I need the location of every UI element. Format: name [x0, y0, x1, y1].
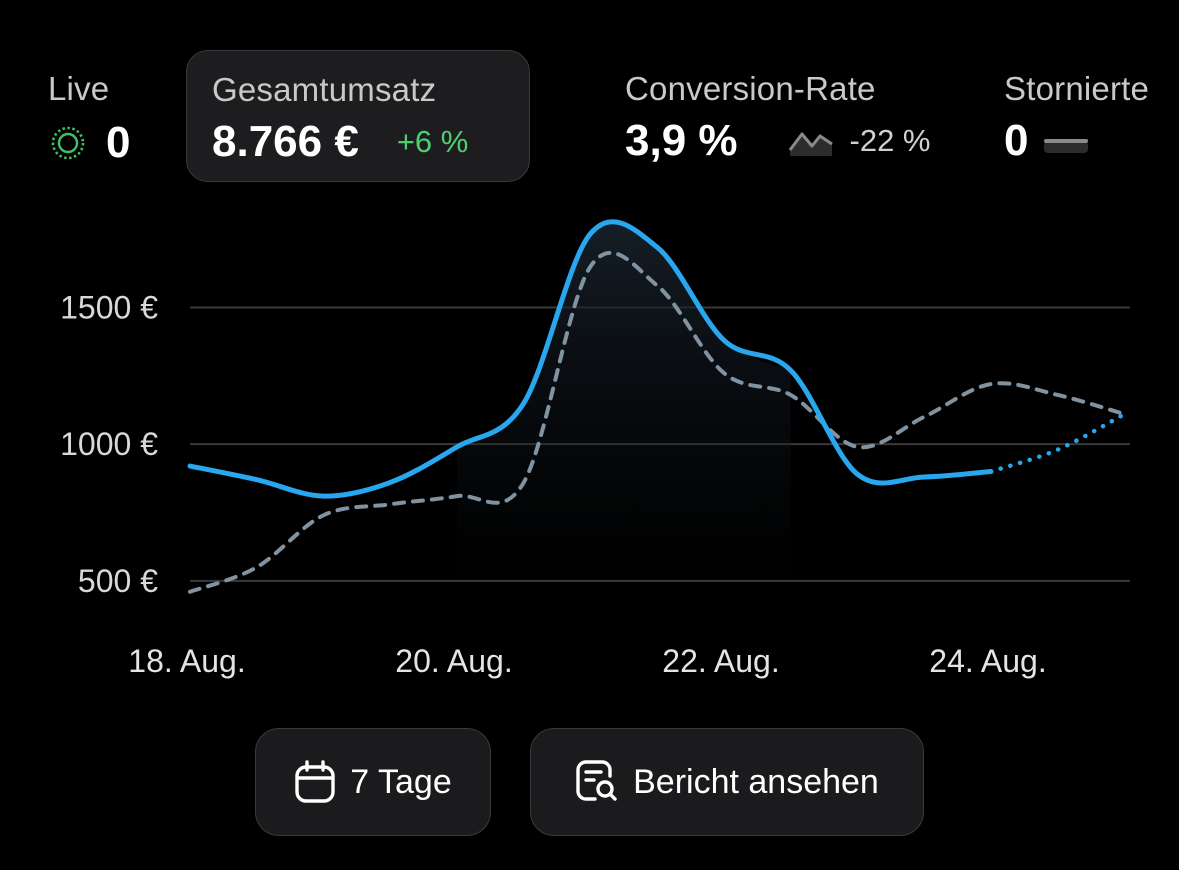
metric-total-sales-value: 8.766 € — [212, 117, 359, 166]
series-comparison-line — [188, 250, 1127, 594]
sales-chart-svg: 500 € 1000 € 1500 € 18. Aug. 20. Aug. 22. Aug… — [60, 219, 1130, 679]
metric-conversion-label: Conversion-Rate — [625, 70, 876, 107]
metric-conversion-delta: -22 % — [849, 123, 931, 158]
live-pulse-icon — [51, 126, 85, 160]
metric-cancelled-label: Stornierte — [1004, 70, 1150, 107]
date-range-label: 7 Tage — [350, 762, 452, 801]
metric-live-value: 0 — [106, 118, 131, 167]
y-tick-label: 1500 € — [60, 289, 158, 325]
metric-cancelled-value: 0 — [1004, 116, 1029, 165]
calendar-icon — [295, 760, 335, 803]
sparkline-flat-icon — [1044, 139, 1089, 153]
metric-total-sales-label: Gesamtumsatz — [212, 71, 437, 108]
metric-cancelled[interactable]: Stornierte 0 — [1004, 70, 1149, 166]
metric-total-sales-card[interactable]: Gesamtumsatz 8.766 € +6 % — [186, 50, 530, 182]
metric-conversion[interactable]: Conversion-Rate 3,9 % -22 % — [625, 70, 931, 166]
date-range-button[interactable]: 7 Tage — [255, 728, 491, 836]
x-tick-label: 22. Aug. — [662, 643, 779, 679]
metric-conversion-value: 3,9 % — [625, 116, 738, 165]
y-tick-label: 1000 € — [60, 426, 158, 462]
sales-chart: 500 € 1000 € 1500 € 18. Aug. 20. Aug. 22. Aug… — [0, 200, 1179, 700]
series-current-line — [187, 219, 994, 499]
peak-area — [457, 221, 791, 601]
metric-live-label: Live — [48, 70, 110, 107]
view-report-button[interactable]: Bericht ansehen — [530, 728, 924, 836]
y-tick-label: 500 € — [78, 563, 158, 599]
x-tick-label: 24. Aug. — [929, 643, 1046, 679]
metrics-bar: Live 0 Gesamtumsatz 8.766 € +6 % Convers… — [0, 0, 1179, 200]
x-tick-label: 18. Aug. — [128, 643, 245, 679]
sparkline-icon — [788, 132, 833, 156]
metric-total-sales-delta: +6 % — [396, 124, 469, 159]
x-tick-label: 20. Aug. — [395, 643, 512, 679]
metric-live[interactable]: Live 0 — [48, 70, 130, 168]
report-search-icon — [576, 760, 617, 801]
view-report-label: Bericht ansehen — [633, 762, 879, 801]
series-current-projection — [988, 411, 1127, 474]
